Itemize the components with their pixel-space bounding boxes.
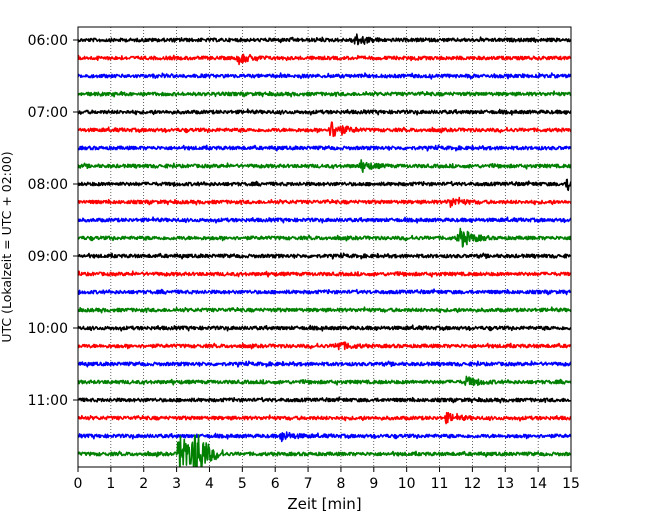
axes: 0 1 2 3 4 5 6 7 8 9 10 11 12 13 14 1506:0007:0008:0009:… bbox=[28, 26, 580, 492]
y-tick-label: 08:00 bbox=[28, 177, 68, 193]
trace-1115 bbox=[78, 411, 571, 425]
y-tick-label: 10:00 bbox=[28, 321, 68, 337]
trace-0630 bbox=[78, 72, 571, 80]
x-tick-label: 14 bbox=[529, 476, 547, 492]
trace-0830 bbox=[78, 216, 571, 224]
x-tick-label: 10 bbox=[398, 476, 416, 492]
x-tick-label: 0 bbox=[74, 476, 83, 492]
x-tick-label: 11 bbox=[431, 476, 449, 492]
x-tick-label: 3 bbox=[172, 476, 181, 492]
trace-0915 bbox=[78, 270, 571, 278]
trace-0930 bbox=[78, 288, 571, 296]
x-tick-label: 9 bbox=[369, 476, 378, 492]
x-tick-label: 5 bbox=[238, 476, 247, 492]
trace-0745 bbox=[78, 159, 571, 173]
x-tick-label: 7 bbox=[304, 476, 313, 492]
y-tick-label: 06:00 bbox=[28, 33, 68, 49]
x-tick-label: 13 bbox=[496, 476, 514, 492]
trace-0815 bbox=[78, 196, 571, 209]
trace-0700 bbox=[78, 108, 571, 116]
trace-0900 bbox=[78, 252, 571, 260]
x-tick-label: 12 bbox=[463, 476, 481, 492]
trace-0600 bbox=[78, 33, 571, 46]
x-tick-label: 6 bbox=[271, 476, 280, 492]
x-tick-label: 15 bbox=[562, 476, 580, 492]
trace-0615 bbox=[78, 53, 571, 66]
y-axis-label: UTC (Lokalzeit = UTC + 02:00) bbox=[0, 151, 14, 342]
trace-0800 bbox=[78, 178, 571, 192]
x-tick-label: 1 bbox=[106, 476, 115, 492]
trace-1130 bbox=[78, 431, 571, 443]
trace-0645 bbox=[78, 90, 571, 98]
trace-1030 bbox=[78, 360, 571, 368]
x-tick-label: 2 bbox=[139, 476, 148, 492]
trace-1045 bbox=[78, 375, 571, 387]
y-tick-label: 09:00 bbox=[28, 249, 68, 265]
trace-0845 bbox=[78, 227, 571, 248]
y-tick-label: 11:00 bbox=[28, 393, 68, 409]
trace-0945 bbox=[78, 306, 571, 314]
plot-area bbox=[78, 27, 571, 467]
trace-1145 bbox=[78, 434, 571, 467]
trace-0715 bbox=[78, 121, 571, 138]
x-tick-label: 4 bbox=[205, 476, 214, 492]
traces bbox=[78, 33, 571, 467]
trace-1000 bbox=[78, 324, 571, 332]
trace-0730 bbox=[78, 144, 571, 152]
trace-1100 bbox=[78, 396, 571, 404]
y-tick-label: 07:00 bbox=[28, 105, 68, 121]
trace-1015 bbox=[78, 341, 571, 351]
plot-frame bbox=[77, 26, 572, 468]
x-axis-label: Zeit [min] bbox=[287, 495, 361, 513]
x-tick-label: 8 bbox=[336, 476, 345, 492]
